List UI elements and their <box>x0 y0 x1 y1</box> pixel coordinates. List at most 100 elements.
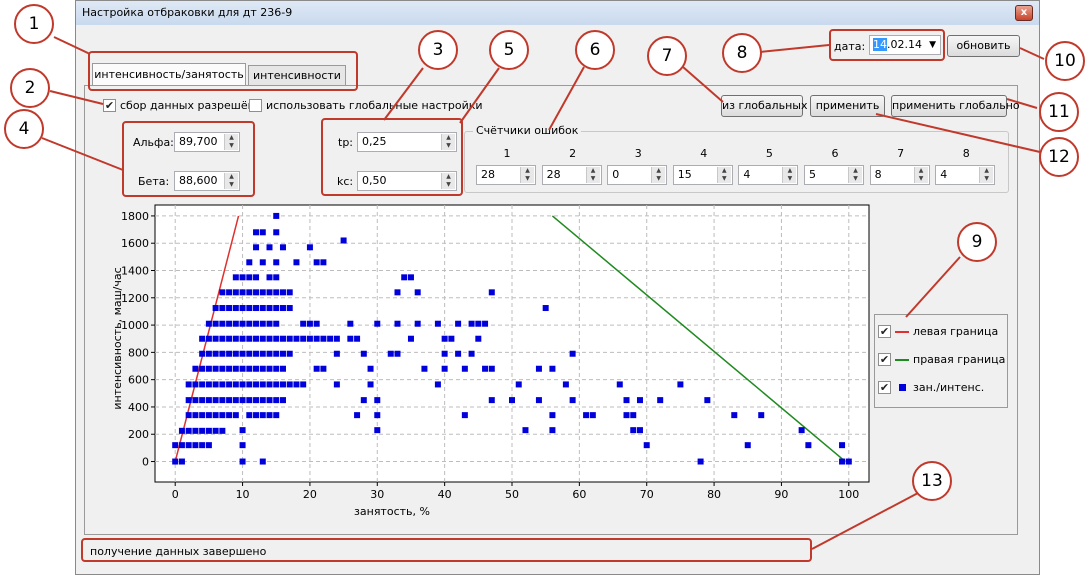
data-point <box>488 365 495 372</box>
alpha-spinbox[interactable]: 89,700 ▲ ▼ <box>174 132 240 152</box>
data-point <box>333 350 340 357</box>
data-point <box>232 320 239 327</box>
data-point <box>468 350 475 357</box>
tp-spinbox[interactable]: 0,25 ▲ ▼ <box>357 132 457 152</box>
data-point <box>253 412 260 419</box>
data-point <box>232 335 239 342</box>
beta-spin-buttons[interactable]: ▲ ▼ <box>224 173 238 189</box>
counter-spinbox-7[interactable]: 8 ▲ ▼ <box>869 165 930 185</box>
collect-checkbox[interactable]: ✔ <box>103 99 116 112</box>
data-point <box>232 274 239 281</box>
data-point <box>239 289 246 296</box>
collect-label: сбор данных разрешён <box>120 99 255 112</box>
data-point <box>199 397 206 404</box>
counter-spinbox-6[interactable]: 5 ▲ ▼ <box>804 165 864 185</box>
data-point <box>320 259 327 266</box>
data-point <box>475 320 482 327</box>
alpha-spin-buttons[interactable]: ▲ ▼ <box>224 134 238 150</box>
data-point <box>259 320 266 327</box>
kc-spinbox[interactable]: 0,50 ▲ ▼ <box>357 171 457 191</box>
counter-spinbox-5[interactable]: 4 ▲ ▼ <box>738 165 799 185</box>
date-picker[interactable]: 14.02.14 ▼ <box>869 35 941 55</box>
counter-spin-buttons[interactable]: ▲ ▼ <box>913 167 928 183</box>
data-point <box>306 244 313 251</box>
counter-spinbox-1[interactable]: 28 ▲ ▼ <box>476 165 536 185</box>
counter-header-6: 6 <box>831 147 839 160</box>
data-point <box>839 458 846 465</box>
data-point <box>205 335 212 342</box>
legend-checkbox-2[interactable]: ✔ <box>878 353 891 366</box>
data-point <box>226 397 233 404</box>
counter-spin-buttons[interactable]: ▲ ▼ <box>716 167 731 183</box>
data-point <box>549 427 556 434</box>
counter-spinbox-4[interactable]: 15 ▲ ▼ <box>672 165 733 185</box>
data-point <box>320 365 327 372</box>
from-global-button[interactable]: из глобальных <box>721 95 807 117</box>
data-point <box>394 320 401 327</box>
counter-spin-buttons[interactable]: ▲ ▼ <box>651 167 666 183</box>
x-tick-label: 20 <box>303 488 317 501</box>
close-button[interactable]: x <box>1015 5 1033 21</box>
data-point <box>239 397 246 404</box>
data-point <box>441 365 448 372</box>
counter-spin-buttons[interactable]: ▲ ▼ <box>585 167 600 183</box>
global-settings-checkbox[interactable] <box>249 99 262 112</box>
data-point <box>205 350 212 357</box>
counter-spin-buttons[interactable]: ▲ ▼ <box>520 167 534 183</box>
data-point <box>293 335 300 342</box>
counter-spinbox-3[interactable]: 0 ▲ ▼ <box>607 165 668 185</box>
data-point <box>583 412 590 419</box>
data-point <box>374 412 381 419</box>
legend-checkbox-3[interactable]: ✔ <box>878 381 891 394</box>
x-tick-label: 50 <box>505 488 519 501</box>
data-point <box>205 365 212 372</box>
data-point <box>212 305 219 312</box>
chevron-down-icon[interactable]: ▼ <box>929 40 936 50</box>
tab-intensity[interactable]: интенсивности <box>248 65 346 85</box>
counter-spin-buttons[interactable]: ▲ ▼ <box>848 167 862 183</box>
annotation-box-status <box>81 538 812 562</box>
data-point <box>273 335 280 342</box>
counter-value: 5 <box>809 168 816 181</box>
data-point <box>212 427 219 434</box>
annotation-3: 3 <box>418 30 458 70</box>
apply-global-button[interactable]: применить глобально <box>891 95 1020 117</box>
y-tick-label: 1400 <box>121 264 149 277</box>
counter-spinbox-8[interactable]: 4 ▲ ▼ <box>935 165 996 185</box>
legend-checkbox-1[interactable]: ✔ <box>878 325 891 338</box>
annotation-box-alpha-beta <box>122 121 255 197</box>
data-point <box>259 259 266 266</box>
data-point <box>266 397 273 404</box>
tab-occupancy[interactable]: интенсивность/занятость <box>92 63 246 86</box>
data-point <box>212 412 219 419</box>
y-tick-label: 1600 <box>121 237 149 250</box>
apply-button[interactable]: применить <box>810 95 885 117</box>
data-point <box>374 320 381 327</box>
beta-spinbox[interactable]: 88,600 ▲ ▼ <box>174 171 240 191</box>
data-point <box>306 320 313 327</box>
data-point <box>246 397 253 404</box>
annotation-2: 2 <box>10 68 50 108</box>
tp-spin-buttons[interactable]: ▲ ▼ <box>441 134 455 150</box>
data-point <box>488 397 495 404</box>
data-point <box>219 335 226 342</box>
counter-header-7: 7 <box>897 147 905 160</box>
counter-spinbox-2[interactable]: 28 ▲ ▼ <box>541 165 602 185</box>
counter-spin-buttons[interactable]: ▲ ▼ <box>979 167 994 183</box>
data-point <box>178 442 185 449</box>
data-point <box>246 274 253 281</box>
data-point <box>259 305 266 312</box>
title-bar[interactable] <box>76 1 1039 25</box>
counter-spin-buttons[interactable]: ▲ ▼ <box>782 167 797 183</box>
counter-header-3: 3 <box>634 147 642 160</box>
kc-spin-buttons[interactable]: ▲ ▼ <box>441 173 455 189</box>
data-point <box>279 381 286 388</box>
annotation-13: 13 <box>912 461 952 501</box>
data-point <box>286 381 293 388</box>
data-point <box>219 305 226 312</box>
refresh-button[interactable]: обновить <box>947 35 1020 57</box>
data-point <box>226 350 233 357</box>
data-point <box>273 289 280 296</box>
data-point <box>542 305 549 312</box>
